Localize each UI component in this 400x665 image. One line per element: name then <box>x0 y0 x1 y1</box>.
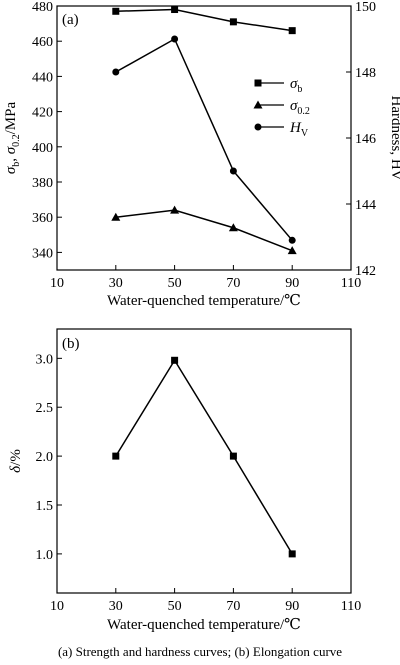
chart-a-x-axis-label: Water-quenched temperature/℃ <box>107 293 301 309</box>
legend-label-0.2: σ0.2 <box>290 98 310 117</box>
chart-b-series-line-0 <box>115 358 293 555</box>
chart-a-y2-tick-label: 148 <box>355 66 376 81</box>
chart-a-y-tick-label: 380 <box>32 176 53 191</box>
chart-a-data-point-b <box>112 7 120 15</box>
chart-b-y-tick-label: 2.0 <box>36 450 54 465</box>
chart-a-legend: σb σ0.2 HV <box>253 76 310 139</box>
chart-a-x-tick-label: 110 <box>341 276 361 291</box>
chart-b-panel-label: (b) <box>62 336 80 352</box>
chart-a-panel-label: (a) <box>62 12 79 28</box>
chart-a-data-point-0.2 <box>111 212 121 221</box>
chart-a-y2-tick-label: 144 <box>355 198 376 213</box>
chart-a: (a) Water-quenched temperature/℃ σb, σ0.… <box>3 0 400 309</box>
chart-b-data-point-0 <box>288 550 296 558</box>
chart-a-x-tick-label: 70 <box>226 276 240 291</box>
chart-b-frame <box>56 328 352 594</box>
chart-a-y-tick-label: 480 <box>32 0 53 15</box>
chart-a-data-point-b <box>171 6 179 14</box>
chart-a-series-line-V <box>115 37 293 241</box>
chart-a-y-tick-label: 440 <box>32 70 53 85</box>
chart-b-data-point-0 <box>171 356 179 364</box>
chart-a-x-tick-label: 90 <box>285 276 299 291</box>
chart-a-y-tick-label: 400 <box>32 141 53 156</box>
chart-a-y-tick-label: 360 <box>32 211 53 226</box>
chart-a-y-tick-label: 420 <box>32 106 53 121</box>
chart-a-data-point-0.2 <box>287 246 297 255</box>
chart-b-y-tick-label: 1.0 <box>36 548 54 563</box>
chart-b-x-tick-label: 90 <box>285 599 299 614</box>
chart-a-x-tick-label: 50 <box>168 276 182 291</box>
chart-b-x-tick-label: 70 <box>226 599 240 614</box>
chart-b-y-tick-label: 3.0 <box>36 352 54 367</box>
chart-a-data-point-b <box>288 27 296 35</box>
chart-a-data-point-V <box>288 236 296 244</box>
chart-a-y2-tick-label: 142 <box>355 264 376 279</box>
chart-a-x-tick-label: 10 <box>50 276 64 291</box>
chart-b-x-axis-label: Water-quenched temperature/℃ <box>107 617 301 633</box>
chart-a-data-point-V <box>171 35 179 43</box>
chart-a-y2-tick-label: 146 <box>355 132 376 147</box>
chart-a-data-point-0.2 <box>228 223 238 232</box>
legend-label-b: σb <box>290 76 302 95</box>
chart-a-y-tick-label: 340 <box>32 246 53 261</box>
chart-a-x-tick-label: 30 <box>109 276 123 291</box>
chart-a-data-point-b <box>229 18 237 26</box>
chart-b-x-tick-label: 50 <box>168 599 182 614</box>
chart-a-y2-tick-label: 150 <box>355 0 376 15</box>
chart-a-data-point-V <box>112 68 120 76</box>
chart-b-marks <box>112 356 296 558</box>
chart-b-x-tick-label: 110 <box>341 599 361 614</box>
chart-b-y-tick-label: 2.5 <box>36 401 54 416</box>
figure-caption: (a) Strength and hardness curves; (b) El… <box>57 644 343 659</box>
chart-b-data-point-0 <box>112 452 120 460</box>
chart-b: (b) Water-quenched temperature/℃ δ/% 10 3… <box>8 328 362 633</box>
chart-a-data-point-V <box>229 167 237 175</box>
chart-b-x-tick-label: 30 <box>109 599 123 614</box>
chart-b-y-tick-label: 1.5 <box>36 499 54 514</box>
legend-label-V: HV <box>289 120 309 139</box>
chart-b-axes: 10 30 50 70 90 110 1.0 1.5 2.0 2.5 3.0 <box>36 352 362 614</box>
chart-b-data-point-0 <box>229 452 237 460</box>
chart-a-series-line-b <box>115 8 293 32</box>
chart-a-series-line-0.2 <box>115 209 293 252</box>
chart-b-y-axis-label: δ/% <box>8 449 24 473</box>
chart-a-y-axis-label: σb, σ0.2/MPa <box>3 102 22 175</box>
chart-a-y-tick-label: 460 <box>32 35 53 50</box>
chart-a-axes: 10 30 50 70 90 110 340 360 380 400 420 440 460 480 142… <box>32 0 376 291</box>
chart-b-x-tick-label: 10 <box>50 599 64 614</box>
chart-a-data-point-0.2 <box>170 205 180 214</box>
chart-a-y2-axis-label: Hardness, HV <box>388 96 400 181</box>
chart-a-marks <box>111 6 297 255</box>
